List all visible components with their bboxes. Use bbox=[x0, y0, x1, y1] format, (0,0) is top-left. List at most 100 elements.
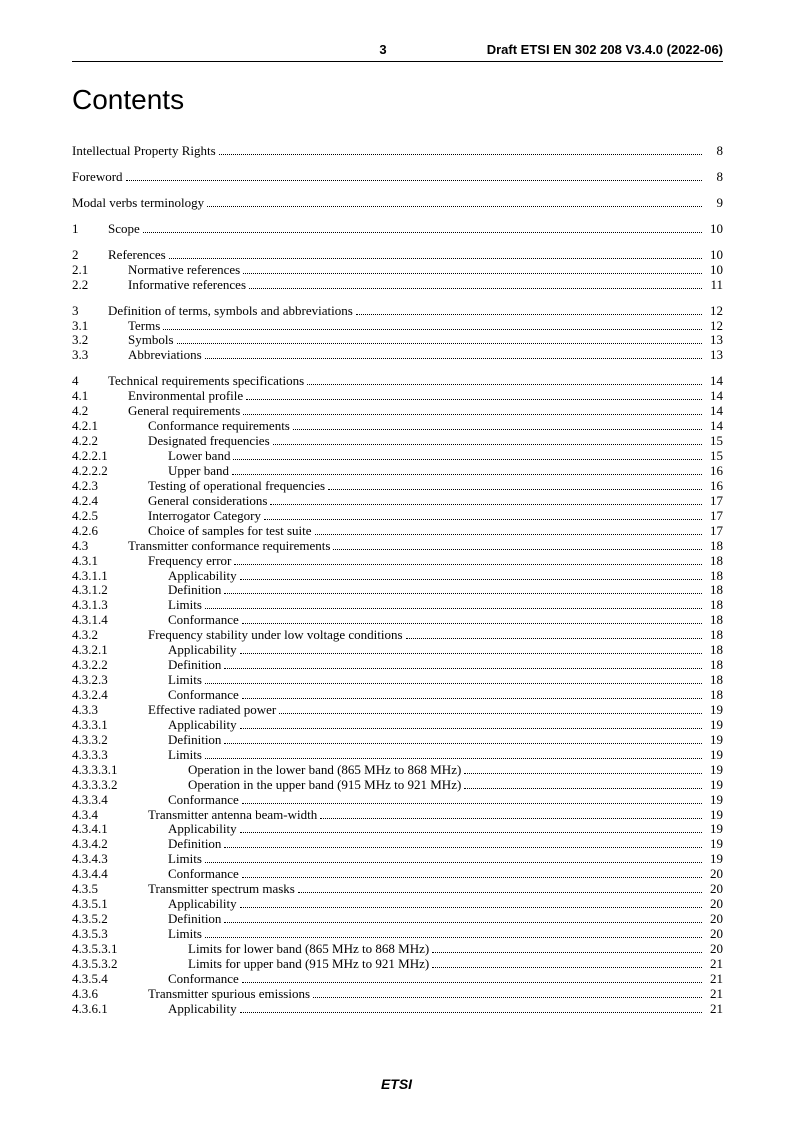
toc-entry-number: 4.3.2.4 bbox=[72, 688, 168, 703]
toc-leaders bbox=[264, 509, 702, 520]
toc-entry: 4.2.2Designated frequencies15 bbox=[72, 434, 723, 449]
toc-leaders bbox=[205, 853, 702, 864]
toc-entry-number: 4.3.2.3 bbox=[72, 673, 168, 688]
toc-entry-page: 19 bbox=[705, 822, 723, 837]
toc-leaders bbox=[242, 688, 702, 699]
toc-entry-page: 10 bbox=[705, 248, 723, 263]
toc-leaders bbox=[224, 733, 702, 744]
toc-gap bbox=[72, 211, 723, 222]
toc-entry-text: Transmitter conformance requirements bbox=[128, 539, 330, 554]
toc-entry-text: Definition bbox=[168, 912, 221, 927]
toc-entry-number: 4.3.6 bbox=[72, 987, 148, 1002]
toc-entry-number: 4.3.4.3 bbox=[72, 852, 168, 867]
toc-leaders bbox=[273, 434, 702, 445]
page-header: 3 Draft ETSI EN 302 208 V3.4.0 (2022-06) bbox=[72, 42, 723, 57]
toc-entry-text: Designated frequencies bbox=[148, 434, 270, 449]
toc-entry: 4.3.3.2Definition19 bbox=[72, 733, 723, 748]
toc-leaders bbox=[177, 334, 702, 345]
toc-entry: 4.1Environmental profile14 bbox=[72, 389, 723, 404]
toc-entry-page: 20 bbox=[705, 897, 723, 912]
toc-entry-number: 4.3.3.1 bbox=[72, 718, 168, 733]
toc-entry: 2.2Informative references11 bbox=[72, 278, 723, 293]
toc-entry: 3.3Abbreviations13 bbox=[72, 348, 723, 363]
toc-entry-page: 19 bbox=[705, 763, 723, 778]
toc-entry-text: Limits for lower band (865 MHz to 868 MH… bbox=[188, 942, 429, 957]
toc-entry: 4.3.4.2Definition19 bbox=[72, 837, 723, 852]
page-footer: ETSI bbox=[0, 1076, 793, 1092]
toc-entry-number: 4.3.5.3 bbox=[72, 927, 168, 942]
toc-leaders bbox=[240, 643, 702, 654]
toc-entry-number: 4.2.6 bbox=[72, 524, 148, 539]
toc-entry: 4.3.5.3Limits20 bbox=[72, 927, 723, 942]
toc-leaders bbox=[242, 972, 702, 983]
toc-entry-text: Frequency stability under low voltage co… bbox=[148, 628, 403, 643]
toc-entry-number: 4.3.3.3.2 bbox=[72, 778, 188, 793]
toc-entry-number: 4.3.4.1 bbox=[72, 822, 168, 837]
toc-entry-number: 4.3.2.2 bbox=[72, 658, 168, 673]
toc-entry-number: 2 bbox=[72, 248, 108, 263]
toc-entry: 4.3.4Transmitter antenna beam-width19 bbox=[72, 808, 723, 823]
page-number: 3 bbox=[279, 42, 486, 57]
toc-entry-text: Interrogator Category bbox=[148, 509, 261, 524]
toc-entry: 4.3.1Frequency error18 bbox=[72, 554, 723, 569]
toc-leaders bbox=[143, 222, 702, 233]
toc-leaders bbox=[432, 942, 702, 953]
toc-entry-page: 12 bbox=[705, 319, 723, 334]
toc-entry-text: Conformance bbox=[168, 793, 239, 808]
toc-entry: Intellectual Property Rights8 bbox=[72, 144, 723, 159]
toc-entry-text: Transmitter spectrum masks bbox=[148, 882, 295, 897]
toc-leaders bbox=[279, 703, 702, 714]
toc-leaders bbox=[243, 404, 702, 415]
toc-entry-number: 4.3.3.4 bbox=[72, 793, 168, 808]
toc-entry: Foreword8 bbox=[72, 170, 723, 185]
toc-leaders bbox=[298, 882, 702, 893]
toc-leaders bbox=[249, 278, 702, 289]
toc-leaders bbox=[240, 823, 702, 834]
toc-entry-page: 19 bbox=[705, 748, 723, 763]
toc-leaders bbox=[243, 263, 702, 274]
toc-entry: 4.3.3.3Limits19 bbox=[72, 748, 723, 763]
toc-entry-text: Effective radiated power bbox=[148, 703, 276, 718]
toc-entry-number: 4.2 bbox=[72, 404, 128, 419]
toc-entry-page: 18 bbox=[705, 569, 723, 584]
toc-entry-page: 21 bbox=[705, 972, 723, 987]
toc-entry-text: Modal verbs terminology bbox=[72, 196, 204, 211]
toc-entry-number: 4.3.1.1 bbox=[72, 569, 168, 584]
toc-leaders bbox=[242, 868, 702, 879]
toc-entry-page: 18 bbox=[705, 613, 723, 628]
toc-entry: 4.3.6.1Applicability21 bbox=[72, 1002, 723, 1017]
toc-entry-page: 20 bbox=[705, 882, 723, 897]
toc-leaders bbox=[224, 658, 702, 669]
toc-entry: 4.3.5.4Conformance21 bbox=[72, 972, 723, 987]
toc-entry-text: Conformance requirements bbox=[148, 419, 290, 434]
toc-entry-page: 18 bbox=[705, 673, 723, 688]
toc-leaders bbox=[207, 196, 702, 207]
toc-entry: 2References10 bbox=[72, 248, 723, 263]
toc-leaders bbox=[313, 987, 702, 998]
toc-entry-number: 4.3.5 bbox=[72, 882, 148, 897]
toc-entry-page: 15 bbox=[705, 449, 723, 464]
toc-entry-text: Definition bbox=[168, 837, 221, 852]
toc-entry-number: 4.2.4 bbox=[72, 494, 148, 509]
toc-entry-text: Transmitter spurious emissions bbox=[148, 987, 310, 1002]
toc-entry: 3.2Symbols13 bbox=[72, 333, 723, 348]
toc-leaders bbox=[126, 170, 702, 181]
toc-leaders bbox=[233, 449, 702, 460]
toc-leaders bbox=[205, 927, 702, 938]
toc-entry: 4.3.2.4Conformance18 bbox=[72, 688, 723, 703]
toc-entry-text: Definition bbox=[168, 658, 221, 673]
toc-entry: 4.3.4.4Conformance20 bbox=[72, 867, 723, 882]
toc-entry: 4.3.5Transmitter spectrum masks 20 bbox=[72, 882, 723, 897]
toc-entry-text: Limits bbox=[168, 748, 202, 763]
toc-leaders bbox=[232, 464, 702, 475]
toc-leaders bbox=[315, 524, 702, 535]
toc-entry-page: 19 bbox=[705, 778, 723, 793]
toc-entry-text: Conformance bbox=[168, 867, 239, 882]
toc-entry-page: 8 bbox=[705, 144, 723, 159]
document-id: Draft ETSI EN 302 208 V3.4.0 (2022-06) bbox=[487, 42, 723, 57]
toc-entry-text: Definition bbox=[168, 733, 221, 748]
toc-leaders bbox=[240, 897, 702, 908]
toc-entry-number: 4.3.3.2 bbox=[72, 733, 168, 748]
toc-entry: 4.3.3.3.1Operation in the lower band (86… bbox=[72, 763, 723, 778]
toc-entry-text: Limits bbox=[168, 852, 202, 867]
